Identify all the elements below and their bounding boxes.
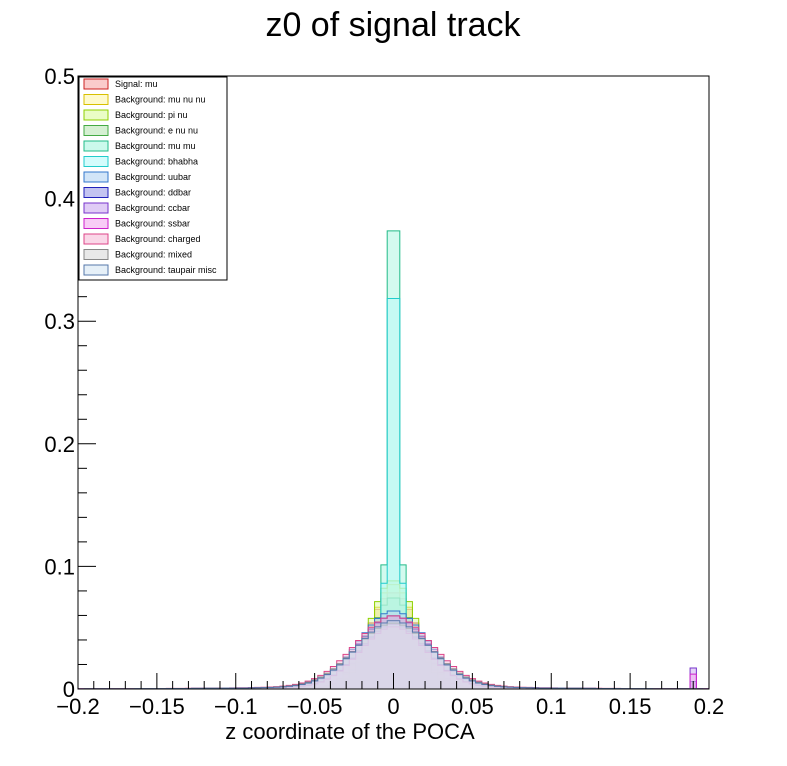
legend: Signal: mu Background: mu nu nu Background… (78, 76, 228, 281)
legend-entry: Background: ssbar (115, 219, 190, 229)
legend-swatch (83, 94, 109, 105)
x-tick-label: 0.1 (536, 694, 567, 719)
y-tick-label: 0 (63, 677, 75, 702)
histogram-series-layer (77, 230, 710, 690)
legend-swatch (83, 156, 109, 167)
x-tick-label: −0.2 (56, 694, 99, 719)
legend-swatch (83, 125, 109, 136)
x-tick-label: 0 (387, 694, 399, 719)
legend-swatch (83, 109, 109, 121)
x-tick-label: 0.05 (451, 694, 494, 719)
chart-title: z0 of signal track (265, 6, 521, 44)
x-tick-label: −0.05 (287, 694, 343, 719)
y-tick-label: 0.2 (44, 432, 75, 457)
legend-entry: Background: mu mu (115, 141, 196, 151)
legend-entry: Background: e nu nu (115, 126, 198, 136)
histogram-series-12 (77, 620, 710, 690)
x-tick-label: −0.15 (129, 694, 185, 719)
legend-swatch (83, 264, 109, 276)
legend-swatch (83, 187, 109, 198)
y-tick-label: 0.1 (44, 554, 75, 579)
x-tick-label: −0.1 (214, 694, 257, 719)
legend-swatch (83, 249, 109, 260)
y-tick-label: 0.4 (44, 187, 75, 212)
legend-entry: Background: ccbar (115, 203, 190, 213)
legend-entry: Background: pi nu (115, 110, 188, 120)
legend-swatch (83, 202, 109, 214)
legend-entry: Background: charged (115, 234, 201, 244)
legend-swatch (83, 78, 109, 90)
legend-entry: Background: bhabha (115, 157, 198, 167)
legend-swatch (83, 171, 109, 183)
legend-swatch (83, 140, 109, 152)
axes: −0.2 −0.15 −0.1 −0.05 0 0.05 0.1 0.15 0.2 0 0.1 0.2… (44, 64, 724, 719)
y-tick-label: 0.3 (44, 309, 75, 334)
x-tick-label: 0.2 (694, 694, 725, 719)
legend-swatch (83, 218, 109, 229)
y-tick-label: 0.5 (44, 64, 75, 89)
legend-swatch (83, 233, 109, 245)
legend-entry: Background: taupair misc (115, 265, 217, 275)
legend-entry: Background: uubar (115, 172, 191, 182)
x-axis-title: z coordinate of the POCA (225, 719, 475, 744)
legend-entry: Background: mixed (115, 250, 192, 260)
x-tick-label: 0.15 (609, 694, 652, 719)
legend-entry: Signal: mu (115, 79, 158, 89)
legend-entry: Background: ddbar (115, 188, 191, 198)
legend-entry: Background: mu nu nu (115, 95, 206, 105)
